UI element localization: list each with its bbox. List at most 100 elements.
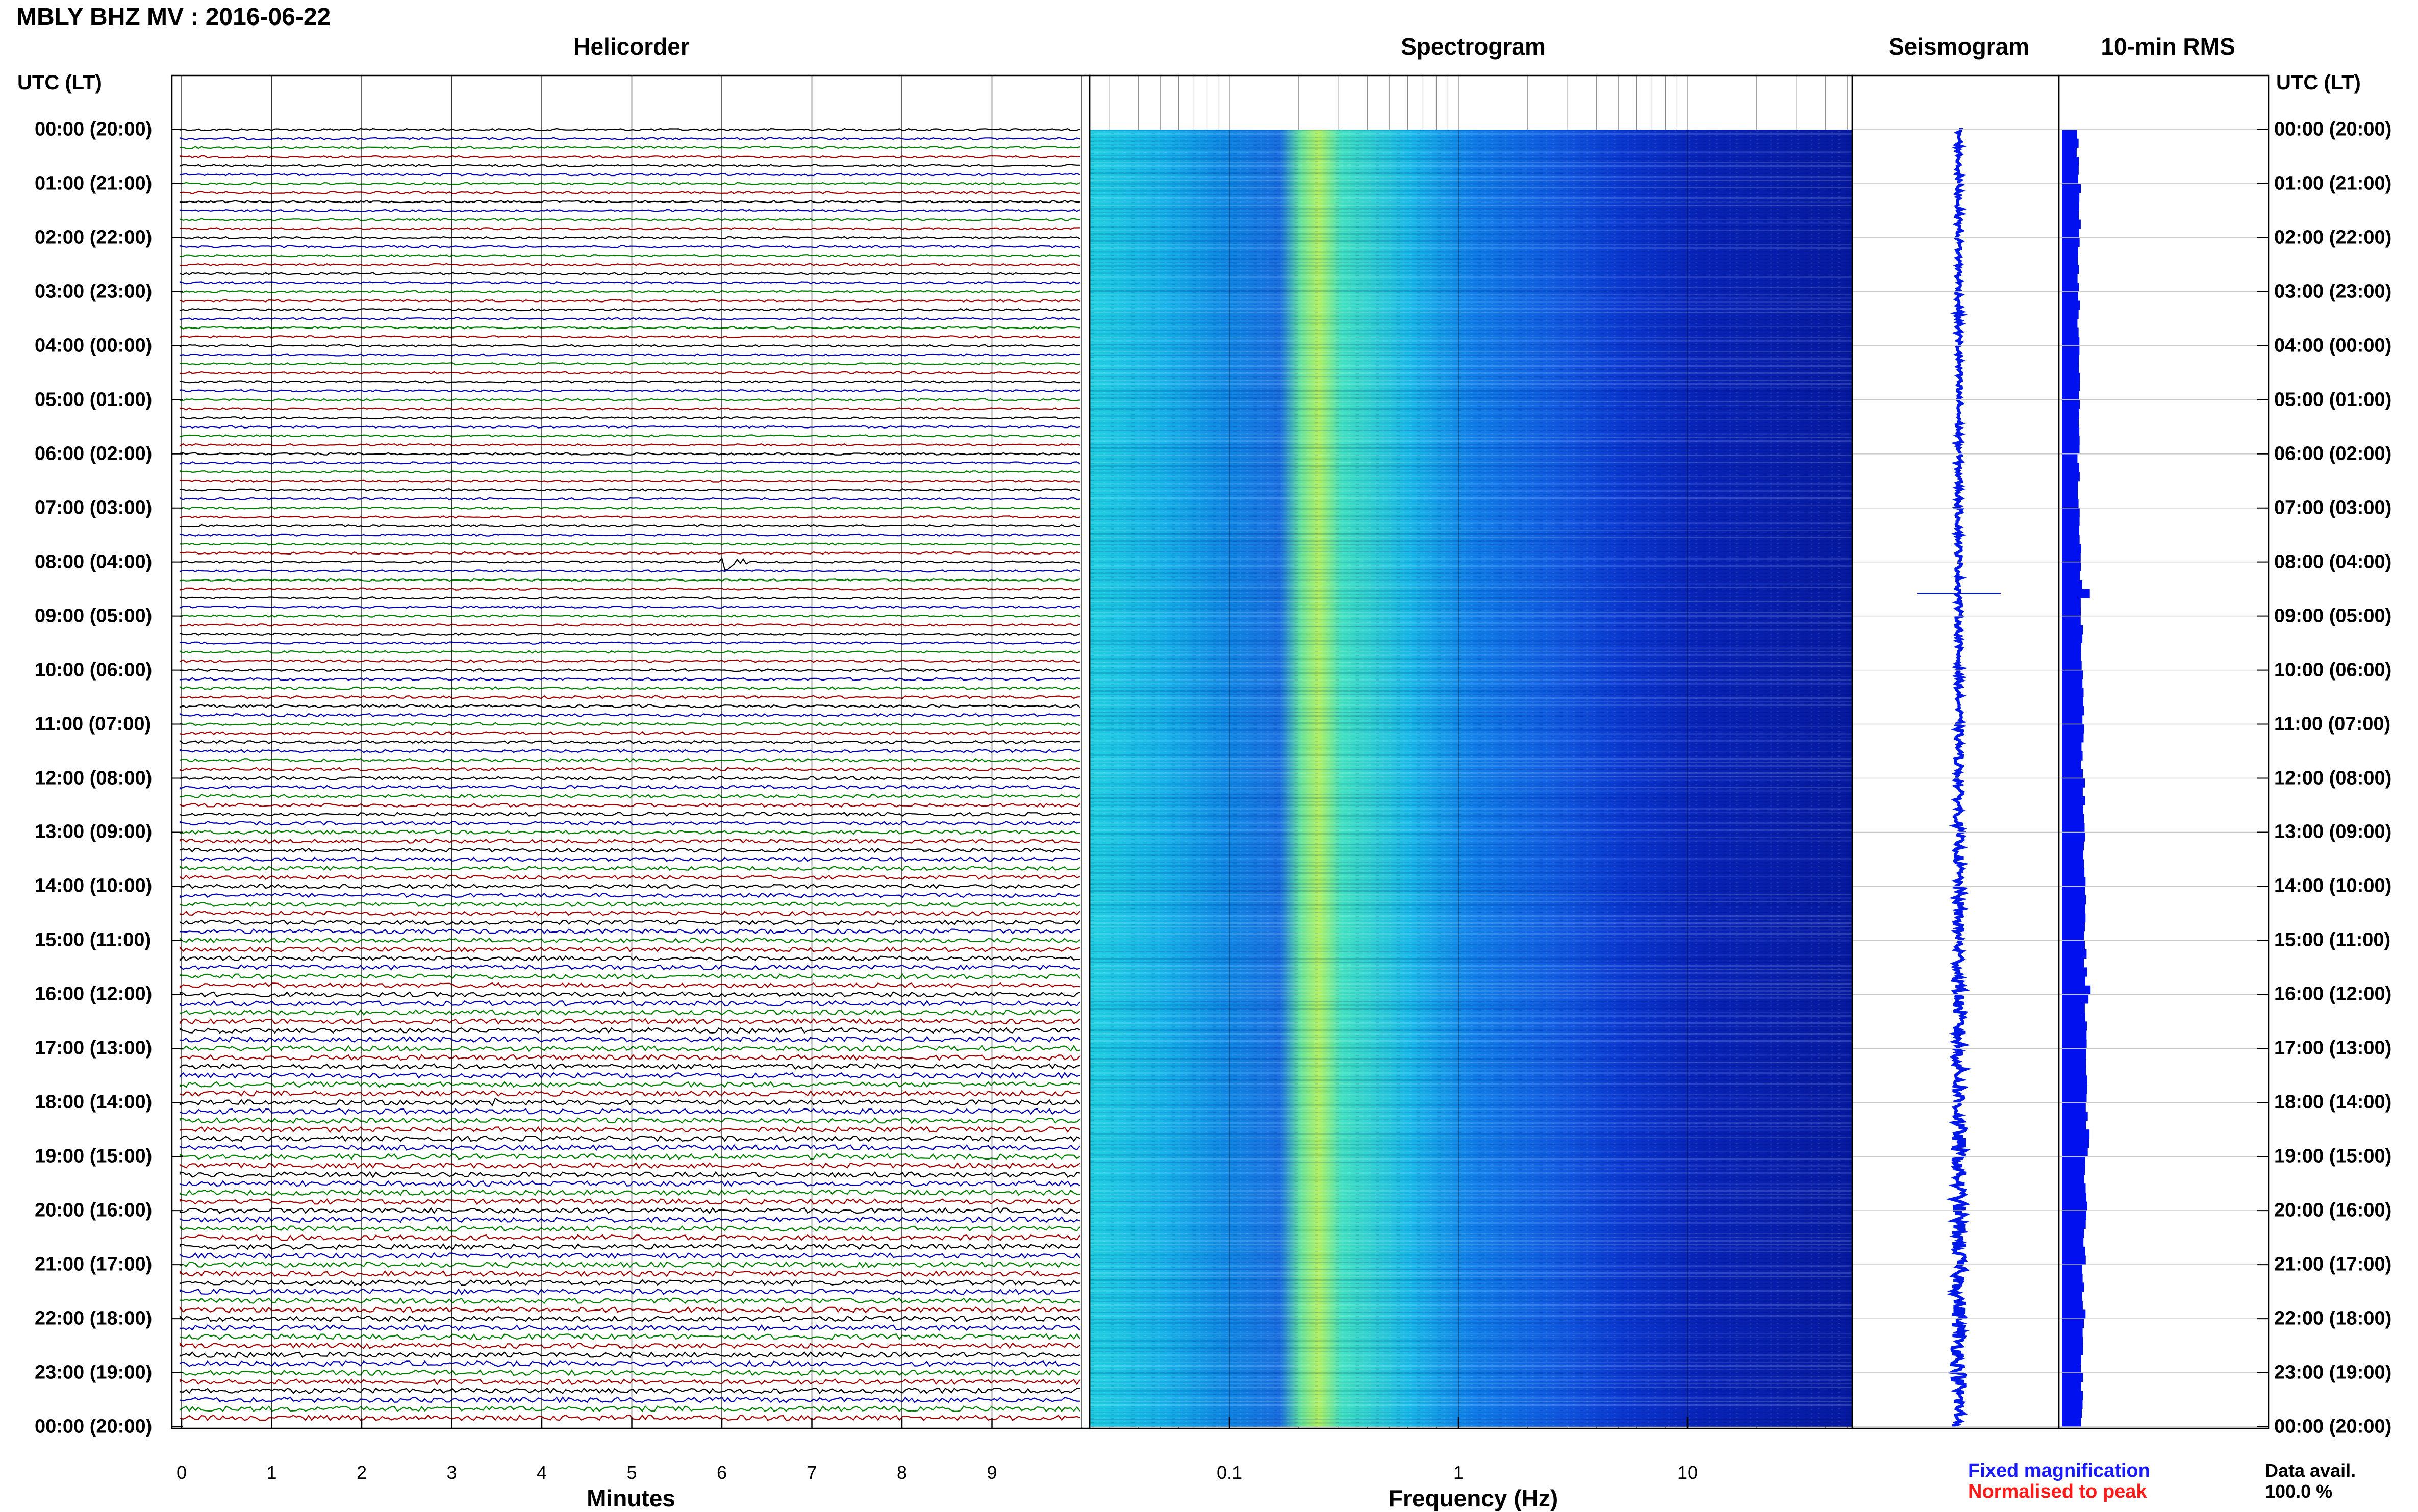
rms-bar [2062,868,2085,878]
rms-bar [2062,463,2079,472]
helicorder-plot [179,75,1082,1428]
hour-label-left: 03:00 (23:00) [35,281,153,303]
helicorder-x-tick-label: 0 [176,1462,187,1483]
rms-bar [2062,1165,2085,1175]
helicorder-trace [179,614,1080,618]
hour-label-right: 06:00 (02:00) [2274,443,2392,465]
helicorder-trace [179,1108,1080,1115]
helicorder-trace [179,551,1080,555]
spectrogram-title: Spectrogram [1401,33,1546,60]
rms-bar [2062,1408,2082,1418]
hour-label-right: 21:00 (17:00) [2274,1253,2392,1275]
rms-bar [2062,1319,2084,1328]
helicorder-trace [179,812,1080,817]
rms-bar [2062,237,2080,247]
rms-bar [2062,1111,2088,1121]
rms-bar [2062,1211,2086,1220]
rms-bar [2062,138,2079,148]
helicorder-trace [179,578,1080,582]
rms-bar [2062,607,2081,617]
helicorder-trace [179,884,1080,889]
rms-bar [2062,985,2091,995]
hour-label-left: 00:00 (20:00) [35,118,153,140]
rms-bar [2062,598,2081,608]
rms-bar [2062,445,2080,455]
hour-label-right: 09:00 (05:00) [2274,605,2392,627]
rms-bar [2062,1021,2087,1031]
rms-bar [2062,1381,2081,1391]
rms-bar [2062,616,2081,625]
rms-bar [2062,1219,2086,1229]
rms-bar [2062,535,2080,544]
rms-bar [2062,481,2078,490]
hour-label-left: 14:00 (10:00) [35,875,153,897]
hour-label-right: 23:00 (19:00) [2274,1362,2392,1383]
helicorder-trace [179,1279,1080,1287]
helicorder-trace [179,892,1080,898]
rms-bar [2062,760,2081,770]
helicorder-trace [179,434,1080,438]
rms-bar [2062,1012,2085,1022]
rms-bar [2062,418,2079,427]
rms-bar [2062,1255,2086,1265]
helicorder-trace [179,1351,1080,1358]
rms-bar [2062,949,2087,959]
rms-bar [2062,201,2079,211]
helicorder-trace [179,1000,1080,1007]
helicorder-trace [179,1342,1080,1349]
rms-bar [2062,1201,2087,1211]
seismogram-title: Seismogram [1888,33,2030,60]
rms-bar [2062,670,2083,679]
legend-normalised-to-peak: Normalised to peak [1968,1481,2147,1502]
helicorder-x-tick-label: 5 [626,1462,637,1483]
hour-label-right: 08:00 (04:00) [2274,551,2392,573]
rms-bar [2062,1192,2086,1202]
rms-bar [2062,706,2084,716]
rms-bar [2062,310,2079,319]
rms-bar [2062,778,2085,788]
rms-bar [2062,1337,2083,1346]
utc-heading-right: UTC (LT) [2276,71,2361,94]
hour-label-right: 05:00 (01:00) [2274,389,2392,411]
rms-bar [2062,652,2081,662]
helicorder-trace [179,1405,1080,1413]
helicorder-trace [179,632,1080,636]
helicorder-trace [179,272,1080,275]
helicorder-trace [179,479,1080,483]
helicorder-trace [179,704,1080,709]
helicorder-x-tick-label: 3 [446,1462,457,1483]
helicorder-trace [179,982,1080,989]
helicorder-trace [179,1036,1080,1043]
helicorder-trace [179,209,1080,213]
helicorder-trace [179,1225,1080,1232]
helicorder-trace [179,569,1080,573]
axes-frames [171,74,2270,1429]
helicorder-trace [179,1387,1080,1394]
helicorder-trace [179,1135,1080,1142]
rms-bar [2062,1364,2081,1373]
helicorder-trace [179,641,1080,645]
rms-bar [2062,526,2079,536]
helicorder-trace [179,1198,1080,1205]
helicorder-trace [179,308,1080,312]
rms-bar [2062,1354,2081,1364]
helicorder-trace [179,317,1080,321]
helicorder-trace [179,794,1080,799]
hour-label-right: 11:00 (07:00) [2274,713,2391,735]
rms-bar [2062,399,2080,409]
spectrogram-x-tick-label: 10 [1677,1462,1698,1483]
spectrogram-x-tick-label: 1 [1453,1462,1464,1483]
helicorder-trace [179,182,1080,186]
helicorder-trace [179,353,1080,357]
hour-label-right: 00:00 (20:00) [2274,1416,2392,1438]
helicorder-trace [179,1126,1080,1133]
helicorder-trace [179,821,1080,826]
helicorder-x-tick-label: 8 [896,1462,908,1483]
helicorder-x-tick-label: 2 [356,1462,367,1483]
helicorder-trace [179,533,1080,537]
helicorder-trace [179,829,1080,835]
spectrogram-texture [1090,130,1852,1427]
helicorder-trace [179,1045,1080,1052]
spectrogram-plot [1090,75,1852,1428]
helicorder-trace [179,425,1080,429]
